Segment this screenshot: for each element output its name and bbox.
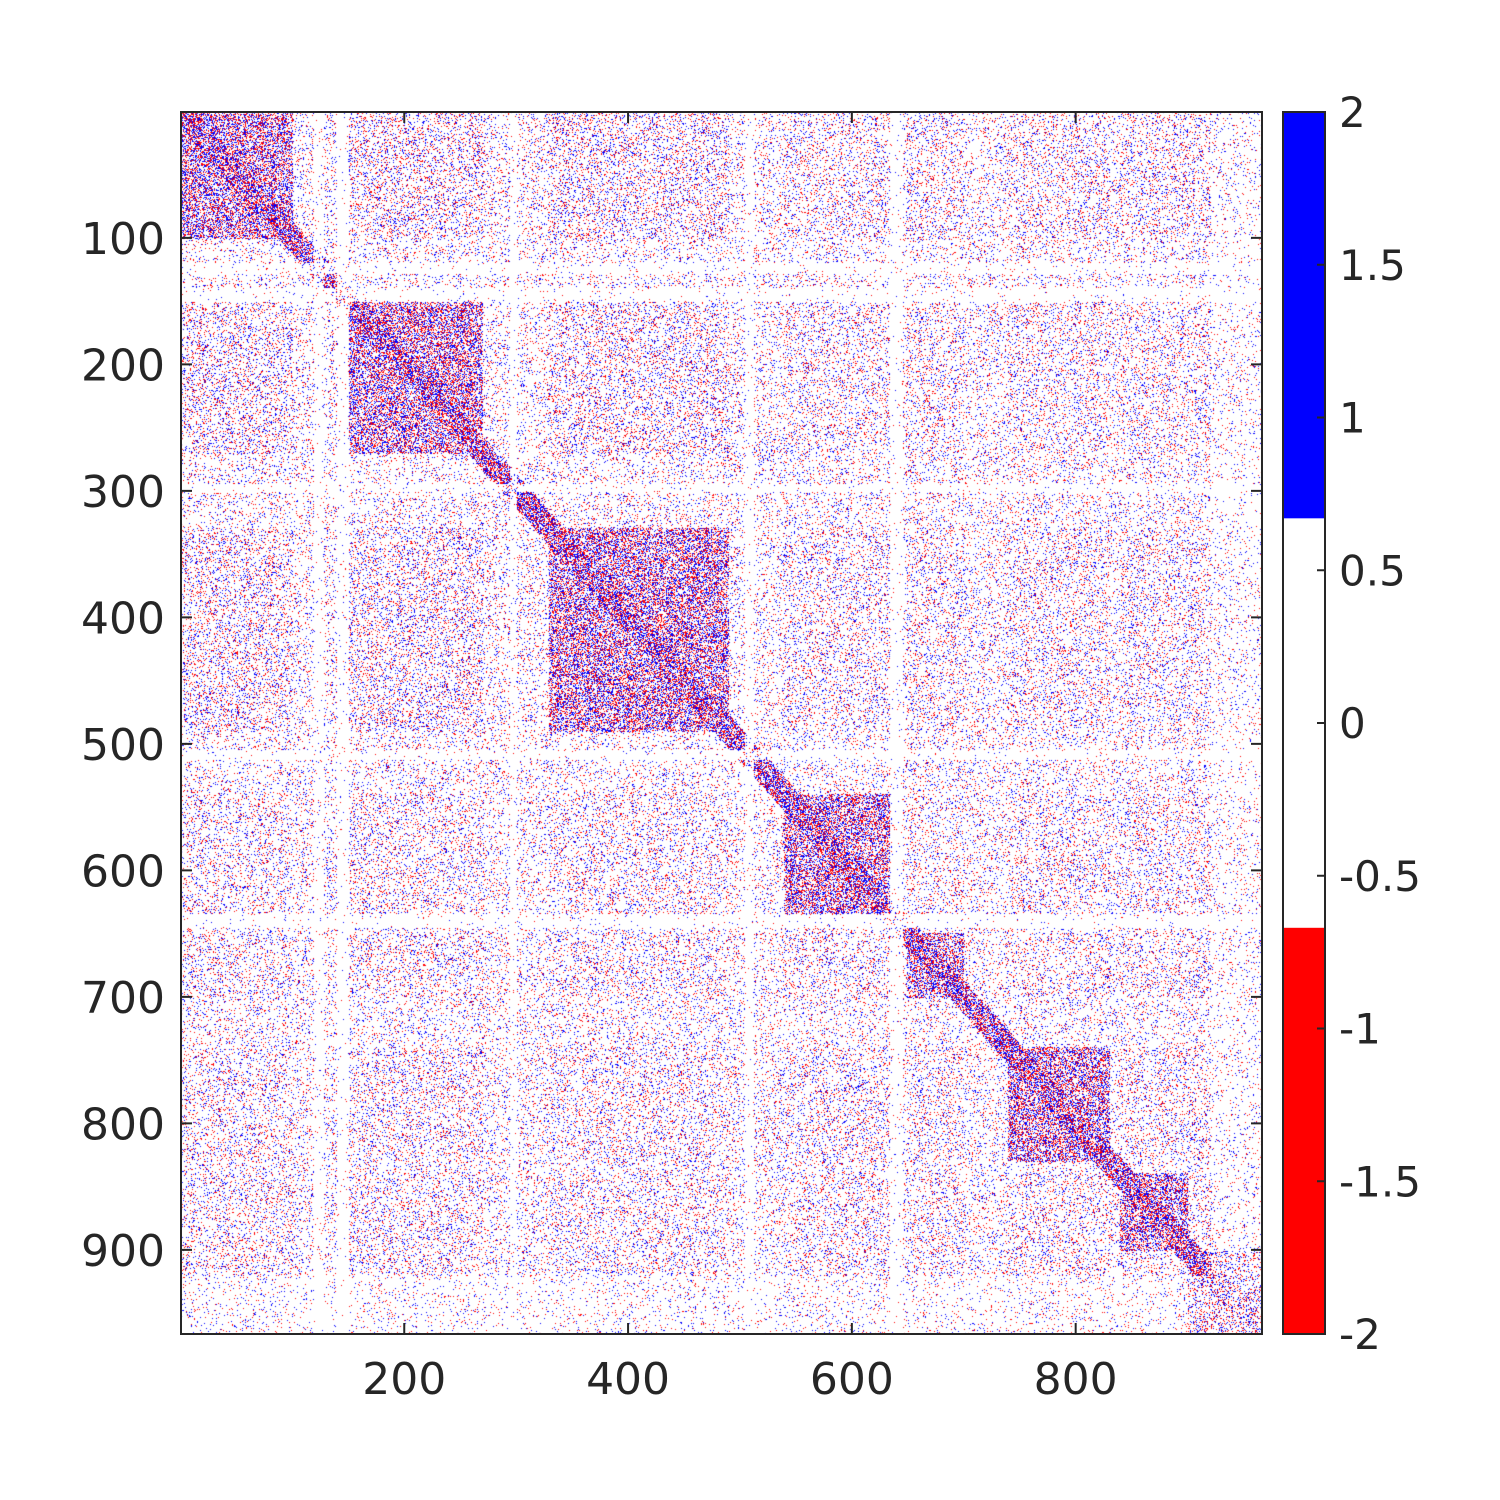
colorbar-tick-label: -1.5 bbox=[1339, 1157, 1421, 1206]
y-tick-label: 500 bbox=[81, 720, 165, 771]
x-tick-label: 400 bbox=[586, 1354, 670, 1405]
colorbar-bin bbox=[1283, 112, 1325, 519]
x-tick-label: 800 bbox=[1034, 1354, 1118, 1405]
y-tick-label: 200 bbox=[81, 340, 165, 391]
colorbar-tick-label: 2 bbox=[1339, 88, 1366, 137]
colorbar-tick-label: 1 bbox=[1339, 394, 1366, 443]
y-tick-label: 900 bbox=[81, 1226, 165, 1277]
y-tick-label: 600 bbox=[81, 846, 165, 897]
colorbar: 2 1.5 1 0.5 0 -0.5 -1 -1.5 -2 bbox=[1282, 88, 1421, 1359]
x-axis: 200 400 600 800 bbox=[362, 112, 1118, 1405]
colorbar-tick-label: -1 bbox=[1339, 1005, 1381, 1054]
plot-area: 200 400 600 800 100 200 300 400 500 600 700 800 900 bbox=[81, 111, 1263, 1405]
y-tick-label: 100 bbox=[81, 214, 165, 265]
heatmap-cells bbox=[181, 112, 1262, 1334]
y-tick-label: 700 bbox=[81, 973, 165, 1024]
colorbar-tick-label: 1.5 bbox=[1339, 241, 1406, 290]
y-tick-label: 300 bbox=[81, 467, 165, 518]
colorbar-tick-label: 0.5 bbox=[1339, 546, 1406, 595]
plot-frame bbox=[180, 111, 1263, 1335]
y-tick-label: 800 bbox=[81, 1099, 165, 1150]
y-axis: 100 200 300 400 500 600 700 800 900 bbox=[81, 214, 1262, 1277]
x-tick-label: 200 bbox=[362, 1354, 446, 1405]
colorbar-bins bbox=[1283, 112, 1325, 1334]
colorbar-tick-label: -2 bbox=[1339, 1310, 1381, 1359]
colorbar-bin bbox=[1283, 927, 1325, 1334]
y-tick-label: 400 bbox=[81, 593, 165, 644]
x-tick-label: 600 bbox=[810, 1354, 894, 1405]
colorbar-ticks: 2 1.5 1 0.5 0 -0.5 -1 -1.5 -2 bbox=[1317, 88, 1421, 1359]
colorbar-tick-label: 0 bbox=[1339, 699, 1366, 748]
colorbar-tick-label: -0.5 bbox=[1339, 852, 1421, 901]
heatmap-image-holder bbox=[181, 112, 1262, 1334]
